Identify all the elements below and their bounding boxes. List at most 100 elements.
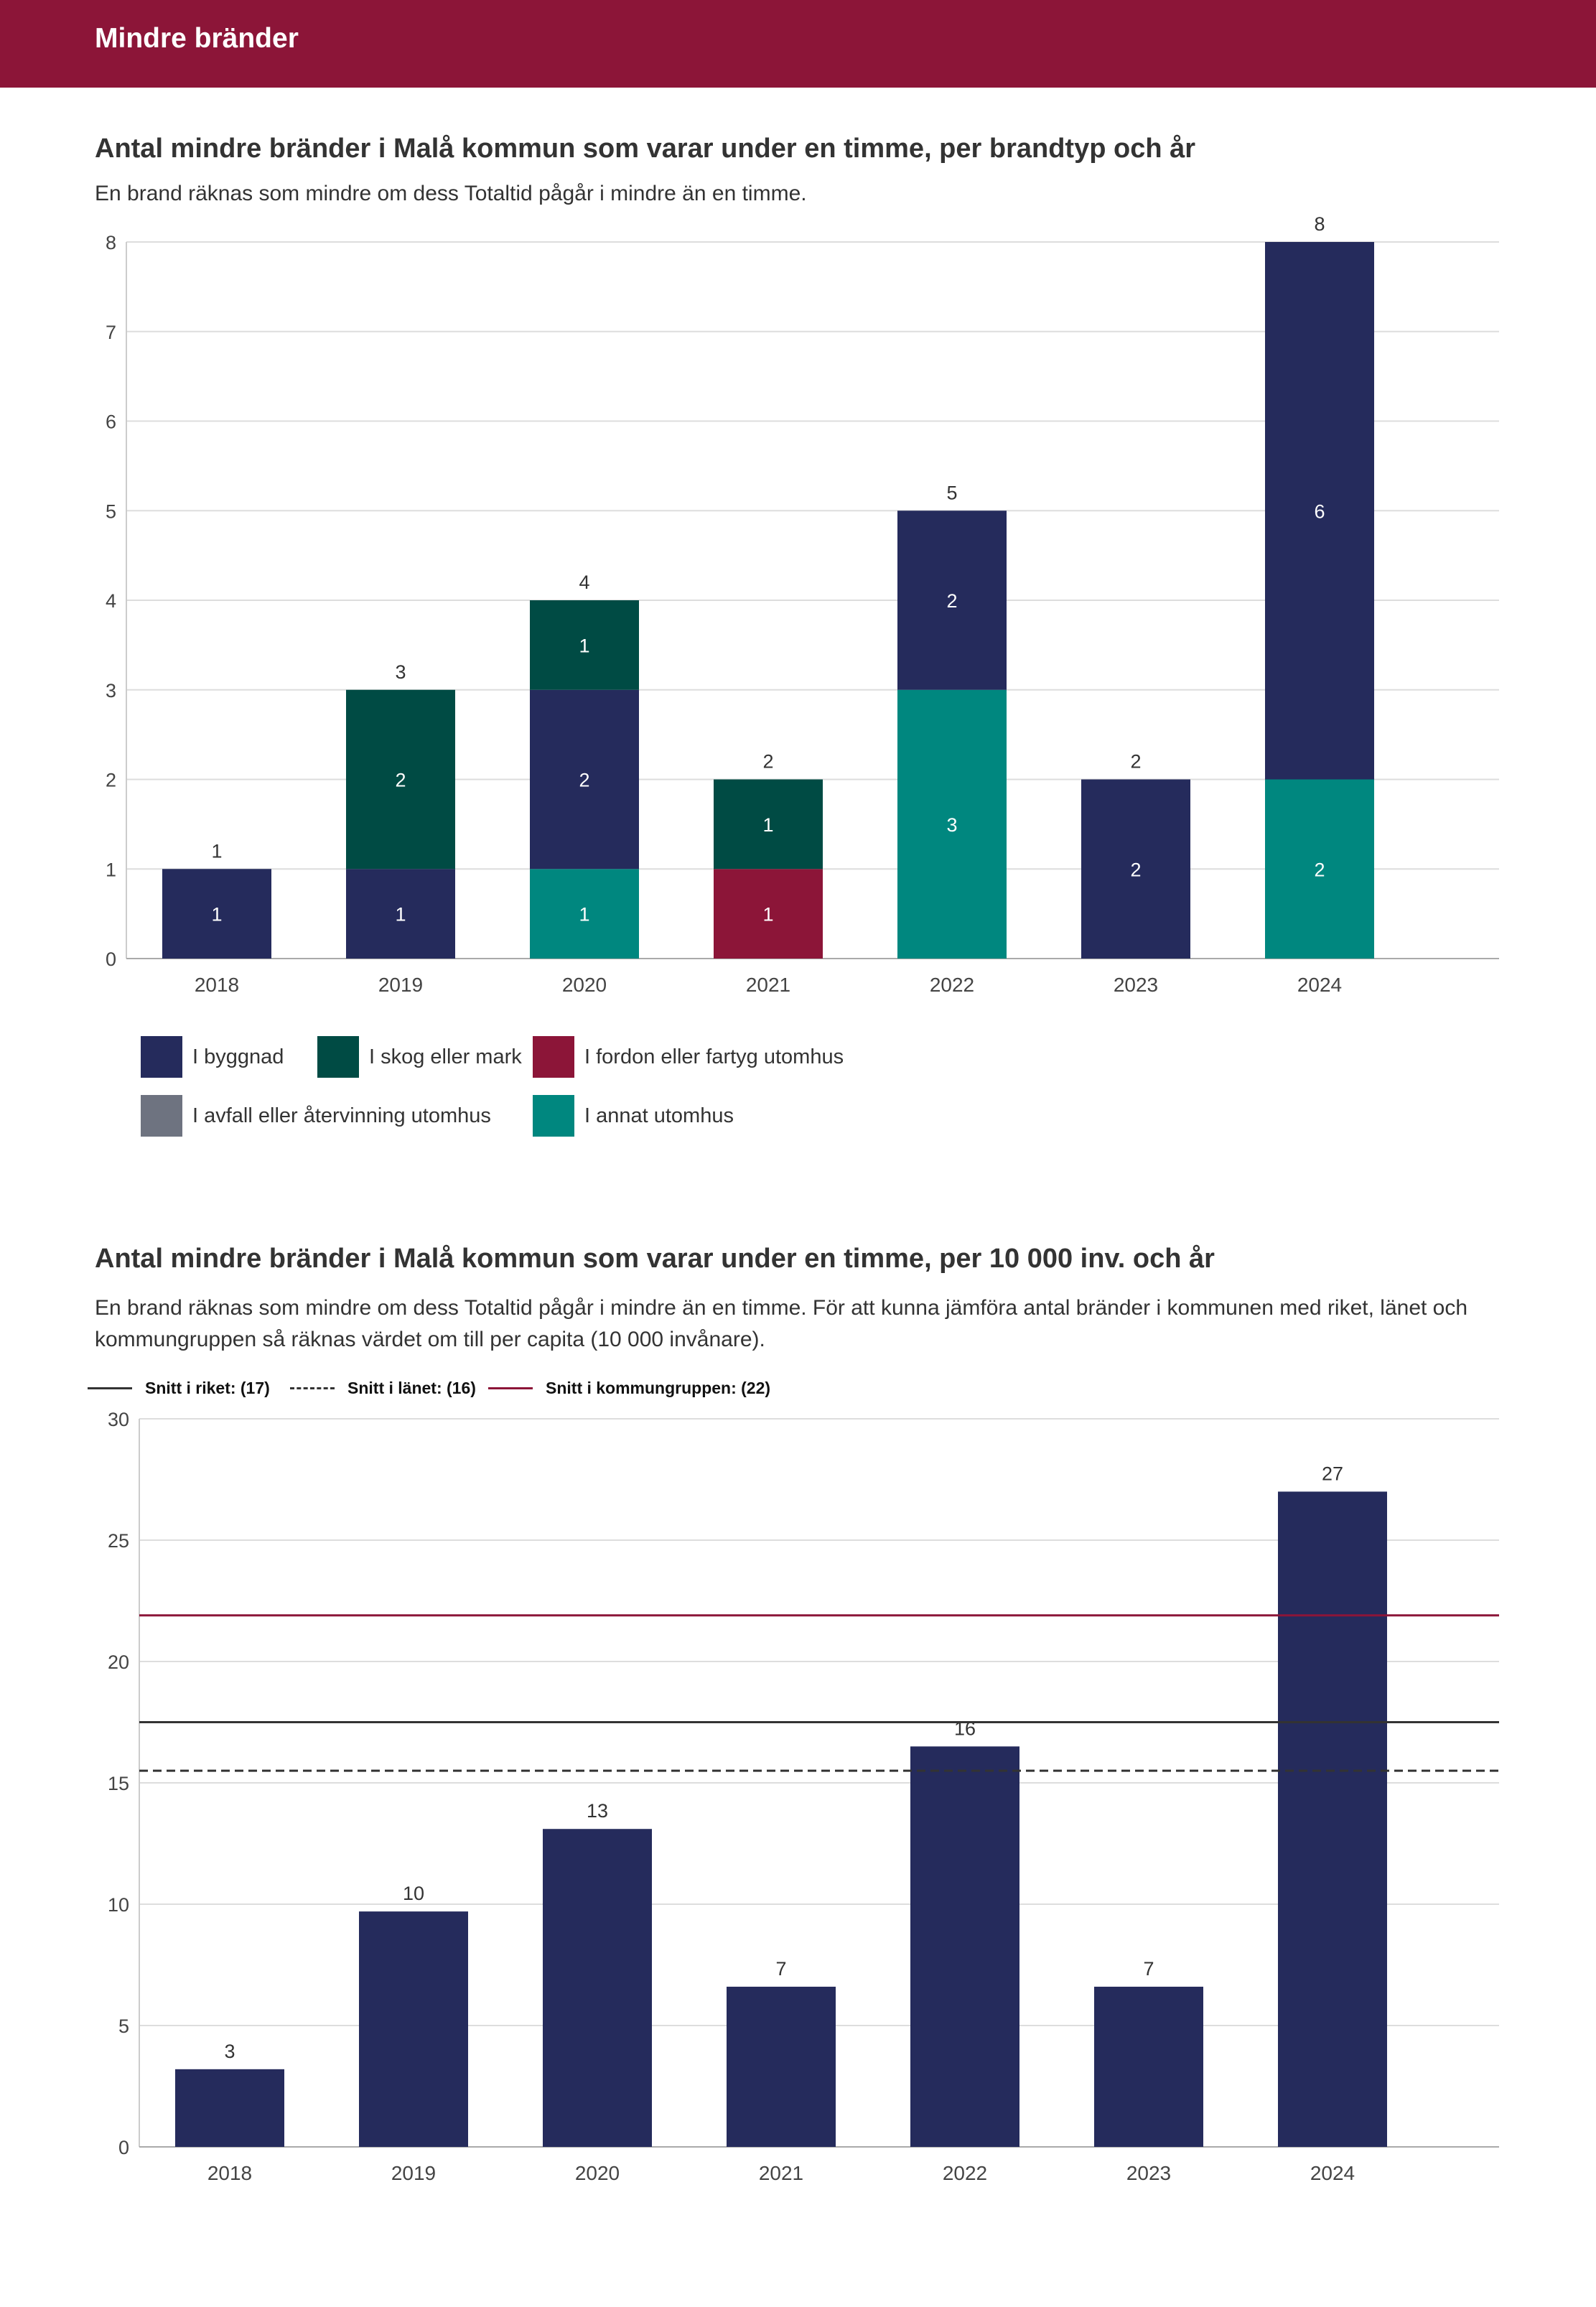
x-tick-label: 2019 [378, 974, 423, 996]
legend-item-skog: I skog eller mark [317, 1036, 522, 1078]
legend-label: I skog eller mark [369, 1045, 522, 1068]
bar [175, 2069, 284, 2147]
x-tick-label: 2021 [746, 974, 790, 996]
segment-value-label: 2 [1130, 859, 1141, 880]
page-title: Mindre bränder [95, 23, 299, 54]
segment-value-label: 2 [579, 770, 589, 791]
legend-swatch [533, 1036, 574, 1078]
chart1-title: Antal mindre bränder i Malå kommun som v… [95, 134, 1196, 164]
bar-segment [530, 869, 639, 959]
segment-value-label: 2 [946, 590, 957, 612]
bar-segment [897, 689, 1007, 959]
bar [359, 1911, 468, 2147]
segment-value-label: 1 [579, 904, 589, 926]
bar-segment [1265, 779, 1374, 959]
segment-value-label: 1 [762, 814, 773, 836]
bar-segment [714, 869, 823, 959]
bar-total-label: 5 [946, 482, 957, 503]
ref-line-dashed [290, 1386, 335, 1389]
legend-swatch [141, 1095, 182, 1137]
ref-legend-kommungruppen: Snitt i kommungruppen: (22) [488, 1374, 770, 1402]
y-tick-label: 0 [106, 949, 116, 970]
y-tick-label: 5 [106, 500, 116, 522]
y-tick-label: 10 [108, 1894, 129, 1916]
x-tick-label: 2024 [1310, 2162, 1355, 2184]
legend-label: I fordon eller fartyg utomhus [584, 1045, 844, 1068]
bar-segment [530, 600, 639, 690]
legend-swatch [141, 1036, 182, 1078]
bar-segment [1265, 242, 1374, 780]
y-tick-label: 15 [108, 1773, 129, 1794]
legend-item-fordon: I fordon eller fartyg utomhus [533, 1036, 844, 1078]
bar-segment [530, 689, 639, 870]
y-tick-label: 8 [106, 232, 116, 253]
legend-item-annat: I annat utomhus [533, 1095, 734, 1137]
bar-segment [162, 869, 271, 959]
bar [1278, 1491, 1387, 2147]
bar-total-label: 8 [1314, 215, 1325, 235]
y-tick-label: 1 [106, 859, 116, 880]
y-tick-label: 0 [118, 2137, 129, 2158]
ref-label: Snitt i kommungruppen: (22) [546, 1378, 771, 1397]
bar-segment [714, 779, 823, 870]
bar-total-label: 2 [1130, 751, 1141, 773]
bar [1094, 1986, 1203, 2147]
y-tick-label: 2 [106, 770, 116, 791]
chart2-subtitle: En brand räknas som mindre om dess Total… [95, 1296, 1468, 1351]
segment-value-label: 1 [211, 904, 222, 926]
bar-value-label: 7 [1143, 1958, 1154, 1980]
bar-value-label: 3 [224, 2041, 235, 2062]
bar-segment [346, 689, 455, 870]
chart2-title: Antal mindre bränder i Malå kommun som v… [95, 1244, 1215, 1274]
bar-value-label: 13 [587, 1800, 608, 1822]
y-tick-label: 25 [108, 1530, 129, 1552]
bar-value-label: 16 [954, 1718, 976, 1739]
x-tick-label: 2024 [1297, 974, 1342, 996]
segment-value-label: 3 [946, 814, 957, 836]
x-tick-label: 2021 [759, 2162, 803, 2184]
y-tick-label: 7 [106, 322, 116, 343]
legend-label: I annat utomhus [584, 1104, 734, 1127]
bar-total-label: 4 [579, 572, 589, 593]
x-tick-label: 2020 [575, 2162, 620, 2184]
bar-value-label: 10 [403, 1883, 424, 1904]
segment-value-label: 1 [762, 904, 773, 926]
bar-value-label: 27 [1322, 1463, 1343, 1484]
bar-segment [897, 511, 1007, 690]
chart2-plot: 0 5 10 15 20 25 30 3 2018 10 2019 13 2020 7 2021 16 2022… [108, 1409, 1499, 2184]
legend-item-avfall: I avfall eller återvinning utomhus [141, 1095, 491, 1137]
bar-value-label: 7 [775, 1958, 786, 1980]
bar [543, 1829, 652, 2147]
x-tick-label: 2018 [207, 2162, 252, 2184]
page-header: Mindre bränder [0, 0, 1596, 88]
x-tick-label: 2022 [943, 2162, 987, 2184]
segment-value-label: 1 [579, 635, 589, 656]
x-tick-label: 2019 [391, 2162, 436, 2184]
bar-total-label: 3 [395, 661, 406, 683]
x-tick-label: 2018 [195, 974, 239, 996]
legend-item-byggnad: I byggnad [141, 1036, 284, 1078]
bar-total-label: 2 [762, 751, 773, 773]
ref-line-solid [88, 1386, 132, 1389]
x-tick-label: 2023 [1126, 2162, 1171, 2184]
bar [910, 1746, 1019, 2147]
bar-segment [346, 869, 455, 959]
legend-label: I byggnad [192, 1045, 284, 1068]
y-tick-label: 4 [106, 590, 116, 612]
bar [727, 1986, 836, 2147]
y-tick-label: 5 [118, 2015, 129, 2037]
segment-value-label: 2 [395, 770, 406, 791]
ref-legend-riket: Snitt i riket: (17) [88, 1374, 270, 1402]
legend-swatch [317, 1036, 359, 1078]
y-tick-label: 3 [106, 680, 116, 702]
x-tick-label: 2022 [930, 974, 974, 996]
legend-swatch [533, 1095, 574, 1137]
ref-label: Snitt i riket: (17) [145, 1378, 270, 1397]
y-tick-label: 6 [106, 411, 116, 433]
segment-value-label: 1 [395, 904, 406, 926]
x-tick-label: 2020 [562, 974, 607, 996]
legend-label: I avfall eller återvinning utomhus [192, 1104, 491, 1127]
segment-value-label: 2 [1314, 859, 1325, 880]
chart1-subtitle: En brand räknas som mindre om dess Total… [95, 182, 807, 205]
ref-line-maroon [488, 1386, 533, 1389]
